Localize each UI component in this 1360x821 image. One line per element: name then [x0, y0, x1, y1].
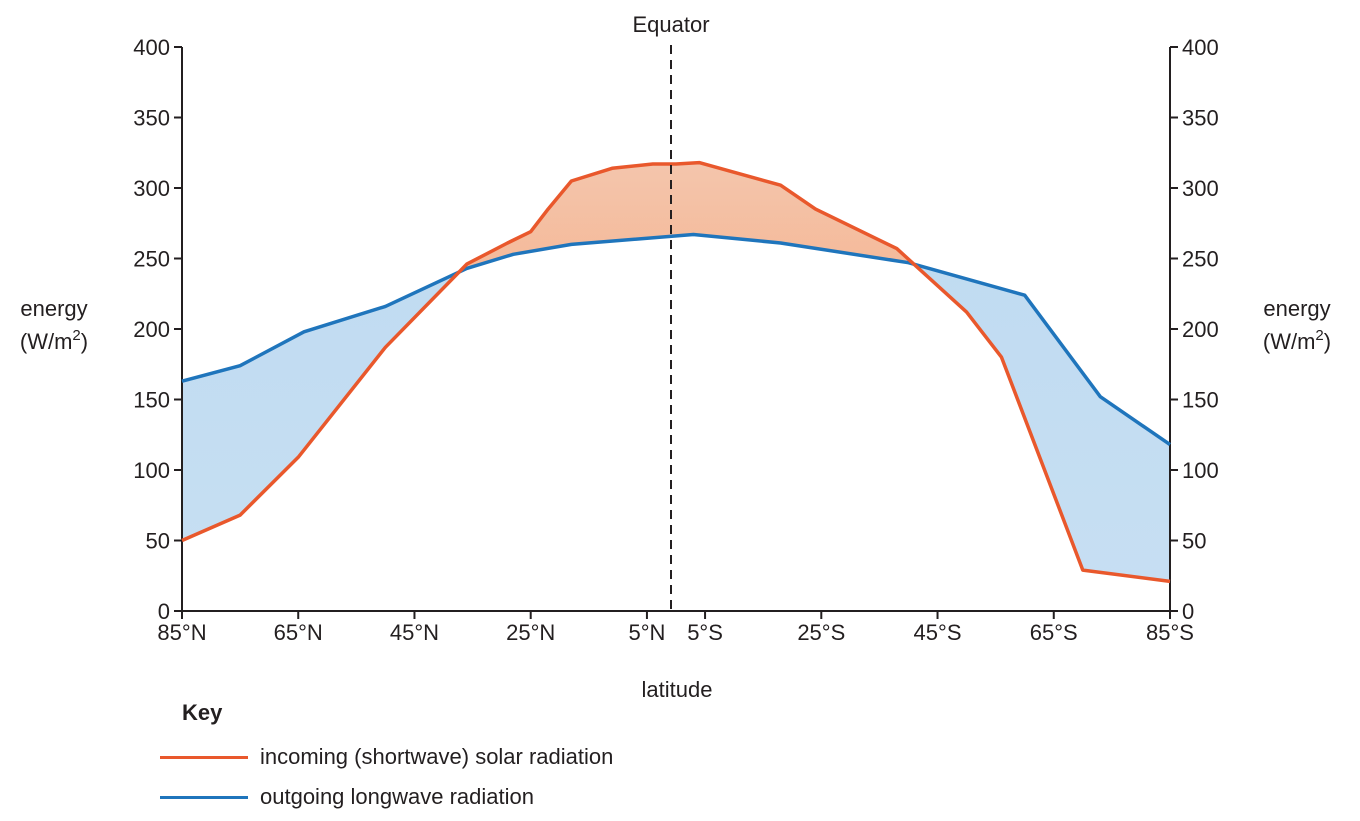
y-axis-left: 0 50 100 150 200 250 300 350 400 — [133, 35, 183, 624]
y-tick-label-right: 150 — [1182, 388, 1219, 413]
y-tick-label-right: 100 — [1182, 458, 1219, 483]
y-tick-label-left: 0 — [158, 599, 170, 624]
y-tick-label-left: 400 — [133, 35, 170, 60]
x-tick-label: 65°N — [274, 620, 323, 645]
x-tick-label: 25°N — [506, 620, 555, 645]
y-tick-label-left: 200 — [133, 317, 170, 342]
y-tick-label-left: 100 — [133, 458, 170, 483]
x-axis: 85°N 65°N 45°N 25°N 5°N 5°S 25°S 45°S 65°S 85°S — [157, 610, 1194, 645]
y-axis-unit-right: (W/m2) — [1263, 327, 1331, 354]
y-axis-title-left: energy (W/m2) — [20, 296, 88, 354]
y-tick-label-right: 300 — [1182, 176, 1219, 201]
x-tick-label: 65°S — [1030, 620, 1078, 645]
y-tick-label-left: 300 — [133, 176, 170, 201]
y-axis-unit-left: (W/m2) — [20, 327, 88, 354]
series-lines — [181, 160, 1171, 584]
series-line-olr — [181, 232, 1171, 447]
y-tick-label-right: 250 — [1182, 247, 1219, 272]
y-tick-label-right: 400 — [1182, 35, 1219, 60]
legend-label-olr: outgoing longwave radiation — [260, 784, 534, 809]
x-tick-label: 5°N — [628, 620, 665, 645]
legend-title: Key — [182, 700, 223, 725]
x-tick-label: 45°N — [390, 620, 439, 645]
legend-item-solar: incoming (shortwave) solar radiation — [160, 742, 613, 772]
y-tick-label-left: 50 — [146, 529, 170, 554]
legend-swatch-solar — [160, 755, 248, 759]
y-tick-label-left: 350 — [133, 106, 170, 131]
x-tick-label: 25°S — [797, 620, 845, 645]
y-tick-label-right: 50 — [1182, 529, 1206, 554]
series-line-solar — [181, 160, 1171, 584]
y-tick-label-left: 250 — [133, 247, 170, 272]
x-tick-label: 85°S — [1146, 620, 1194, 645]
x-tick-label: 45°S — [914, 620, 962, 645]
y-tick-label-left: 150 — [133, 388, 170, 413]
y-tick-label-right: 350 — [1182, 106, 1219, 131]
x-tick-label: 85°N — [157, 620, 206, 645]
y-axis-title-left-text: energy — [20, 296, 87, 321]
x-axis-title: latitude — [642, 677, 713, 702]
y-axis-right: 0 50 100 150 200 250 300 350 400 — [1169, 35, 1219, 624]
x-tick-label: 5°S — [687, 620, 723, 645]
legend-swatch-olr — [160, 795, 248, 799]
legend-item-olr: outgoing longwave radiation — [160, 782, 534, 812]
equator-label: Equator — [632, 12, 709, 37]
fill-between-region — [182, 162, 1170, 582]
y-axis-title-right-text: energy — [1263, 296, 1330, 321]
y-axis-title-right: energy (W/m2) — [1263, 296, 1331, 354]
y-tick-label-right: 200 — [1182, 317, 1219, 342]
y-tick-label-right: 0 — [1182, 599, 1194, 624]
legend-label-solar: incoming (shortwave) solar radiation — [260, 744, 614, 769]
